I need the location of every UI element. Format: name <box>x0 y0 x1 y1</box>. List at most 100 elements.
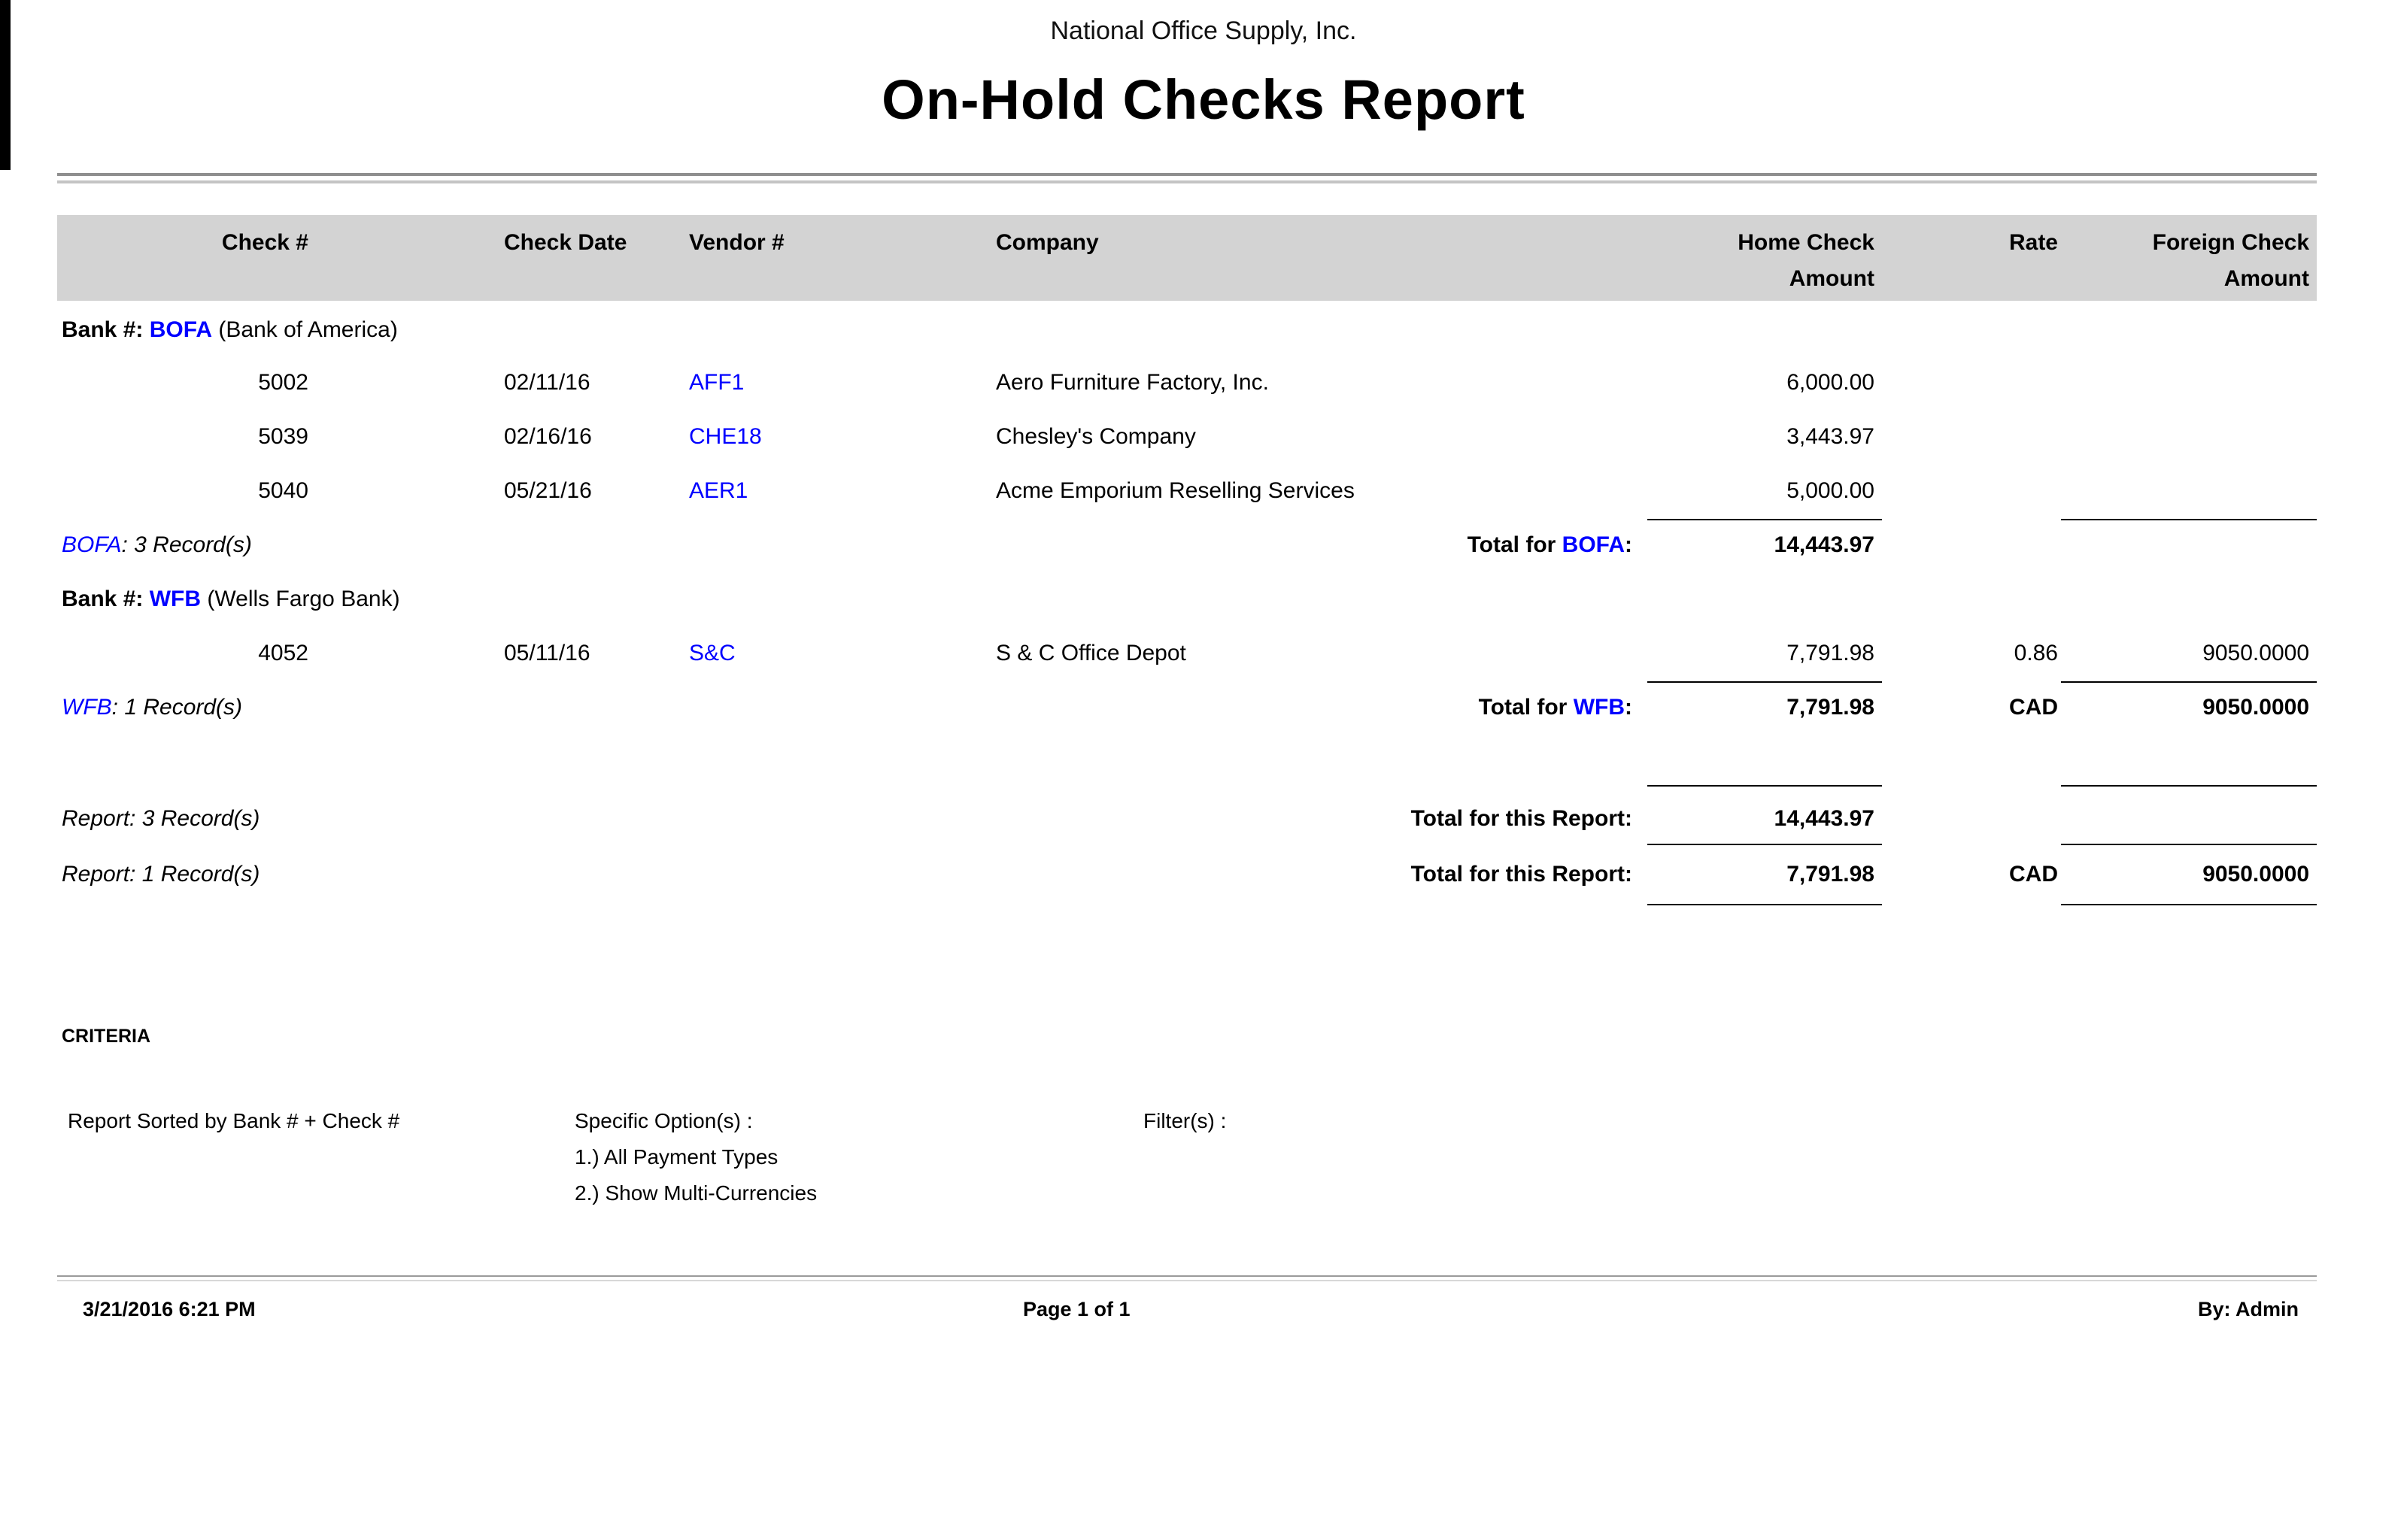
check-date: 02/16/16 <box>504 424 592 450</box>
criteria-heading: CRITERIA <box>62 1026 151 1047</box>
bank-total-home: 7,791.98 <box>1786 695 1874 720</box>
bank-name: (Wells Fargo Bank) <box>207 587 400 612</box>
company-cell: S & C Office Depot <box>996 641 1186 666</box>
report-total-rule-foreign <box>2061 844 2317 845</box>
subtotal-rule-home <box>1647 519 1882 520</box>
bank-group-header-wfb: Bank #: WFB (Wells Fargo Bank) <box>57 573 2317 627</box>
subtotal-rule-foreign <box>2061 681 2317 683</box>
col-header-rate: Rate <box>2008 230 2058 256</box>
check-number: 5040 <box>258 478 308 504</box>
company-cell: Aero Furniture Factory, Inc. <box>996 370 1269 396</box>
col-header-home-line2: Amount <box>1789 266 1874 292</box>
bank-name: (Bank of America) <box>218 317 398 343</box>
report-records-label: Report: 3 Record(s) <box>62 806 260 832</box>
bank-total-foreign: 9050.0000 <box>2202 695 2309 720</box>
report-total-label: Total for this Report: <box>1410 806 1632 832</box>
home-amount-cell: 6,000.00 <box>1786 370 1874 396</box>
bank-code: BOFA <box>1562 532 1625 558</box>
check-number: 5002 <box>258 370 308 396</box>
col-header-check-date: Check Date <box>504 230 627 256</box>
home-amount-cell: 7,791.98 <box>1786 641 1874 666</box>
col-header-foreign-line2: Amount <box>2223 266 2309 292</box>
criteria-option: 2.) Show Multi-Currencies <box>575 1181 818 1205</box>
home-amount-cell: 3,443.97 <box>1786 424 1874 450</box>
footer-page-number: Page 1 of 1 <box>1023 1298 1131 1320</box>
check-date: 05/21/16 <box>504 478 592 504</box>
col-header-vendor-no: Vendor # <box>689 230 785 256</box>
check-number: 4052 <box>258 641 308 666</box>
bank-code-link[interactable]: WFB <box>149 587 202 612</box>
col-header-company: Company <box>996 230 1099 256</box>
bank-total-label: Total for WFB: <box>1035 681 1632 735</box>
bank-code: WFB <box>1573 695 1625 720</box>
total-colon: : <box>1625 695 1632 720</box>
bank-total-row-bofa: BOFA: 3 Record(s) Total for BOFA: 14,443… <box>57 519 2317 573</box>
page-left-edge <box>0 0 11 170</box>
vendor-code-link[interactable]: CHE18 <box>689 424 762 450</box>
company-cell: Chesley's Company <box>996 424 1196 450</box>
report-end-rule-foreign <box>2061 904 2317 905</box>
bank-number-label: Bank #: <box>62 317 144 343</box>
total-prefix: Total for <box>1467 532 1562 558</box>
vendor-code-link[interactable]: AER1 <box>689 478 748 504</box>
footer-divider <box>57 1275 2317 1281</box>
col-header-foreign-line1: Foreign Check <box>2152 230 2309 256</box>
report-total-row: Report: 1 Record(s) Total for this Repor… <box>57 848 2317 902</box>
bank-group-header-bofa: Bank #: BOFA (Bank of America) <box>57 304 2317 358</box>
criteria-option: 1.) All Payment Types <box>575 1144 779 1169</box>
report-title: On-Hold Checks Report <box>882 69 1525 131</box>
subtotal-rule-foreign <box>2061 519 2317 520</box>
report-total-label: Total for this Report: <box>1410 862 1632 887</box>
report-total-home: 7,791.98 <box>1786 862 1874 887</box>
criteria-sorted-by: Report Sorted by Bank # + Check # <box>68 1108 400 1132</box>
foreign-amount-cell: 9050.0000 <box>2202 641 2309 666</box>
check-row: 5040 05/21/16 AER1 Acme Emporium Reselli… <box>57 465 2317 519</box>
check-date: 05/11/16 <box>504 641 590 666</box>
bank-total-row-wfb: WFB: 1 Record(s) Total for WFB: 7,791.98… <box>57 681 2317 735</box>
report-total-home: 14,443.97 <box>1774 806 1874 832</box>
home-amount-cell: 5,000.00 <box>1786 478 1874 504</box>
col-header-home-line1: Home Check <box>1738 230 1874 256</box>
report-end-rule-home <box>1647 904 1882 905</box>
check-date: 02/11/16 <box>504 370 590 396</box>
bank-total-rate: CAD <box>2009 695 2058 720</box>
records-text: : 3 Record(s) <box>121 532 252 558</box>
company-cell: Acme Emporium Reselling Services <box>996 478 1355 504</box>
bank-code: BOFA <box>62 532 122 558</box>
bank-header-text: Bank #: BOFA (Bank of America) <box>62 304 398 358</box>
criteria-filters-label: Filter(s) : <box>1143 1108 1227 1132</box>
bank-records-label: WFB: 1 Record(s) <box>62 681 242 735</box>
col-header-home-amount: Home Check Amount <box>1423 226 1874 298</box>
col-header-check-no: Check # <box>221 230 308 256</box>
company-name: National Office Supply, Inc. <box>1050 17 1357 45</box>
vendor-code-link[interactable]: AFF1 <box>689 370 745 396</box>
report-total-rate: CAD <box>2009 862 2058 887</box>
bank-number-label: Bank #: <box>62 587 144 612</box>
rate-cell: 0.86 <box>2014 641 2058 666</box>
subtotal-rule-home <box>1647 681 1882 683</box>
report-total-rule-foreign <box>2061 785 2317 787</box>
bank-total-home: 14,443.97 <box>1774 532 1874 558</box>
report-total-rule-home <box>1647 844 1882 845</box>
bank-code-link[interactable]: BOFA <box>149 317 213 343</box>
footer-user: By: Admin <box>2198 1298 2299 1320</box>
title-divider <box>57 173 2317 183</box>
total-prefix: Total for <box>1478 695 1574 720</box>
check-row: 5039 02/16/16 CHE18 Chesley's Company 3,… <box>57 411 2317 465</box>
bank-header-text: Bank #: WFB (Wells Fargo Bank) <box>62 573 400 627</box>
check-row: 5002 02/11/16 AFF1 Aero Furniture Factor… <box>57 356 2317 411</box>
bank-code: WFB <box>62 695 112 720</box>
records-text: : 1 Record(s) <box>111 695 243 720</box>
report-total-row: Report: 3 Record(s) Total for this Repor… <box>57 793 2317 847</box>
vendor-code-link[interactable]: S&C <box>689 641 736 666</box>
bank-total-label: Total for BOFA: <box>1035 519 1632 573</box>
table-header-row: Check # Check Date Vendor # Company Home… <box>57 215 2317 301</box>
total-colon: : <box>1625 532 1632 558</box>
col-header-foreign-amount: Foreign Check Amount <box>2069 226 2309 298</box>
bank-records-label: BOFA: 3 Record(s) <box>62 519 252 573</box>
check-row: 4052 05/11/16 S&C S & C Office Depot 7,7… <box>57 627 2317 681</box>
report-records-label: Report: 1 Record(s) <box>62 862 260 887</box>
report-total-rule-home <box>1647 785 1882 787</box>
report-total-foreign: 9050.0000 <box>2202 862 2309 887</box>
